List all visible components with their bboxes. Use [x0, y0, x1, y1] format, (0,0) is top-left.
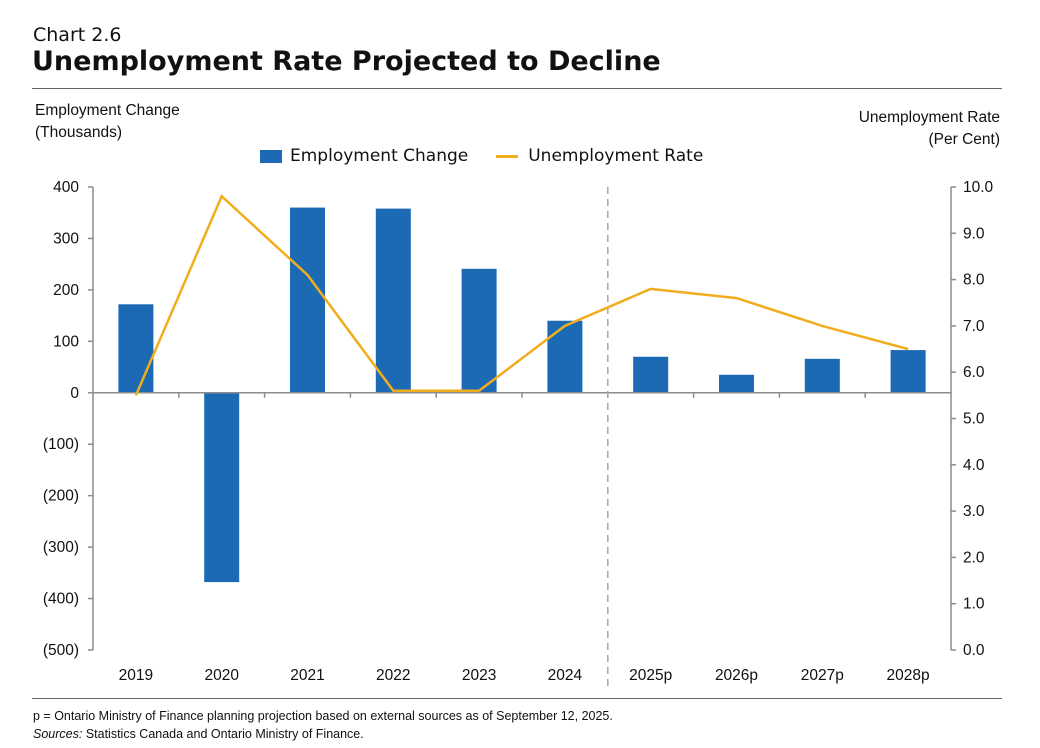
- legend-label-employment-change: Employment Change: [290, 146, 469, 166]
- legend-item-unemployment-rate: Unemployment Rate: [496, 146, 703, 166]
- right-tick-label: 9.0: [963, 225, 985, 242]
- right-tick-label: 8.0: [963, 272, 985, 289]
- right-tick-label: 2.0: [963, 549, 985, 566]
- right-tick-label: 6.0: [963, 364, 985, 381]
- category-label-2023: 2023: [462, 667, 496, 684]
- category-label-2027p: 2027p: [801, 667, 844, 684]
- category-label-2026p: 2026p: [715, 667, 758, 684]
- left-tick-label: 300: [53, 230, 79, 247]
- legend-bar-swatch: [260, 149, 282, 163]
- tick-labels: 400 300 200 100 0 (100) (200) (300) (400) (500) 10…: [43, 179, 994, 684]
- category-label-2022: 2022: [376, 667, 410, 684]
- unemployment-rate-line: [134, 194, 909, 396]
- bar-2020: [204, 392, 240, 583]
- bar-2027p: [804, 358, 840, 393]
- right-tick-label: 10.0: [963, 179, 994, 196]
- line-series: [134, 194, 909, 396]
- category-label-2024: 2024: [548, 667, 583, 684]
- left-tick-label: 0: [70, 385, 79, 402]
- chart-number: Chart 2.6: [33, 24, 122, 46]
- left-tick-label: 400: [53, 179, 79, 196]
- left-tick-label: 100: [53, 333, 79, 350]
- bar-2022: [375, 208, 411, 393]
- bar-2026p: [719, 374, 754, 393]
- left-tick-label: (400): [43, 591, 79, 608]
- category-label-2028p: 2028p: [887, 667, 930, 684]
- right-tick-label: 3.0: [963, 503, 985, 520]
- right-tick-label: 0.0: [963, 642, 985, 659]
- chart-title: Unemployment Rate Projected to Decline: [32, 46, 661, 77]
- legend-line-swatch: [496, 154, 519, 158]
- left-tick-label: 200: [53, 282, 79, 299]
- category-label-2020: 2020: [204, 667, 239, 684]
- title-divider: [32, 88, 1002, 89]
- legend-item-employment-change: Employment Change: [260, 146, 468, 166]
- bar-2024: [547, 320, 583, 393]
- projection-note: p = Ontario Ministry of Finance planning…: [33, 709, 613, 723]
- right-axis-title-line1: Unemployment Rate: [858, 109, 1000, 126]
- footer-divider: [32, 698, 1002, 699]
- category-label-2021: 2021: [290, 667, 324, 684]
- sources-text: Statistics Canada and Ontario Ministry o…: [82, 727, 364, 741]
- left-tick-label: (500): [43, 642, 79, 659]
- right-tick-label: 4.0: [963, 457, 985, 474]
- legend-label-unemployment-rate: Unemployment Rate: [528, 146, 704, 166]
- footnote: p = Ontario Ministry of Finance planning…: [33, 707, 613, 743]
- left-axis-title-line1: Employment Change: [35, 102, 180, 119]
- right-tick-label: 5.0: [963, 411, 985, 428]
- left-axis-title: Employment Change (Thousands): [35, 100, 180, 144]
- bar-2023: [461, 268, 497, 393]
- left-tick-label: (100): [43, 436, 79, 453]
- axes: [88, 186, 956, 690]
- bar-2019: [118, 304, 154, 393]
- right-tick-label: 1.0: [963, 596, 985, 613]
- bar-2028p: [890, 350, 926, 393]
- bar-series: [118, 207, 926, 583]
- left-axis-title-line2: (Thousands): [35, 124, 123, 141]
- category-label-2019: 2019: [119, 667, 153, 684]
- right-axis-title: Unemployment Rate (Per Cent): [859, 107, 1000, 151]
- bar-2021: [290, 207, 325, 393]
- category-label-2025p: 2025p: [629, 667, 672, 684]
- right-axis-title-line2: (Per Cent): [928, 131, 1001, 148]
- left-tick-label: (300): [43, 539, 79, 556]
- right-tick-label: 7.0: [963, 318, 985, 335]
- left-tick-label: (200): [43, 488, 79, 505]
- bar-2025p: [633, 356, 669, 393]
- sources-note: Sources: Statistics Canada and Ontario M…: [33, 725, 613, 743]
- sources-label: Sources:: [33, 727, 83, 741]
- legend: Employment Change Unemployment Rate: [260, 146, 731, 166]
